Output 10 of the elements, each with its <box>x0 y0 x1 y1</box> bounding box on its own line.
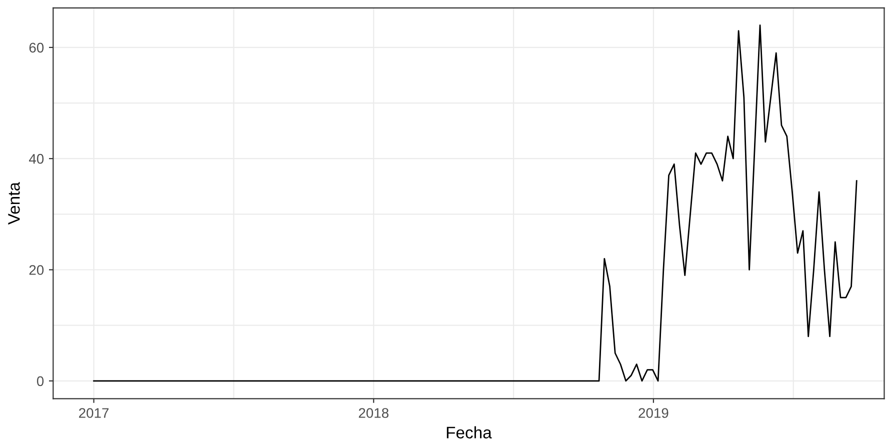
y-tick-label: 40 <box>29 154 44 164</box>
line-series <box>93 24 858 382</box>
x-tick-label: 2017 <box>79 408 109 418</box>
x-tick-label: 2019 <box>638 408 668 418</box>
y-tick-label: 60 <box>29 42 44 53</box>
x-axis-title: Fecha <box>446 426 492 438</box>
y-tick-label: 0 <box>36 376 44 386</box>
y-tick-label: 20 <box>29 265 44 275</box>
y-axis-title: Venta <box>8 182 20 225</box>
x-tick-label: 2018 <box>358 408 388 418</box>
